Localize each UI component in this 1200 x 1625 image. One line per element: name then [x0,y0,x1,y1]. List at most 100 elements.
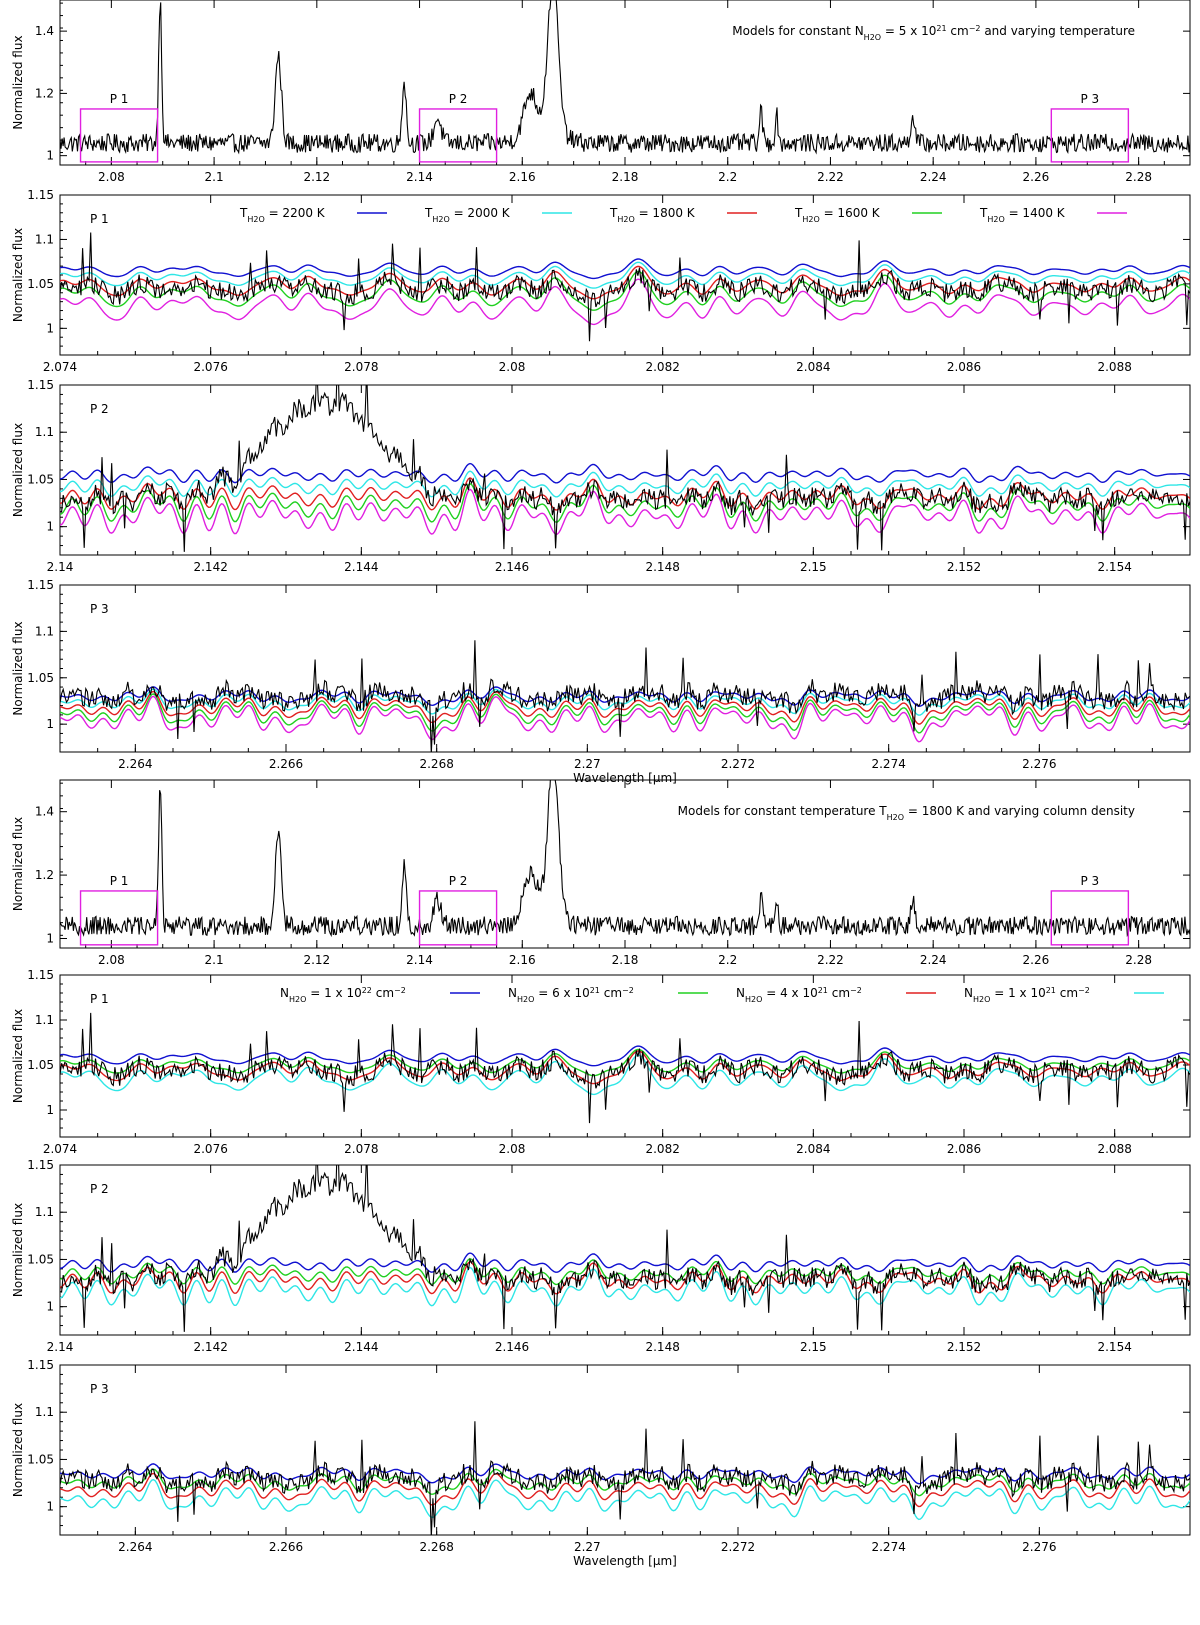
model-series-3 [60,693,1190,734]
x-tick-label: 2.274 [871,757,905,771]
model-series-2 [60,690,1190,725]
region-box [1050,890,1130,946]
y-tick-label: 1.05 [27,1058,54,1072]
x-tick-label: 2.266 [269,1540,303,1554]
legend-label-part: H2O [973,995,990,1004]
model-series-0 [60,686,1190,708]
y-tick-label: 1.15 [27,188,54,202]
model-series-2 [60,1260,1190,1295]
legend-label-part: H2O [247,215,264,224]
x-tick-label: 2.276 [1022,1540,1056,1554]
x-axis-label: Wavelength [μm] [573,1554,677,1568]
x-tick-label: 2.27 [574,757,601,771]
observed-spectrum [60,640,1190,752]
region-label: P 1 [110,92,129,106]
legend-label-part: T [609,206,618,220]
y-axis-label: Normalized flux [11,228,25,322]
x-tick-label: 2.28 [1125,953,1152,967]
legend-label: TH2O = 1400 K [979,206,1066,224]
x-tick-label: 2.22 [817,170,844,184]
y-tick-label: 1.1 [35,425,54,439]
plot-area [60,232,1190,342]
region-label: P 3 [1080,92,1099,106]
legend-label-part: 21 [818,986,828,995]
legend-label-part: N [280,986,289,1000]
model-series-3 [60,1054,1190,1096]
chart-annotation-part: H2O [887,813,904,822]
x-tick-label: 2.14 [47,560,74,574]
region-label: P 2 [449,92,468,106]
x-tick-label: 2.16 [509,953,536,967]
legend-label-part: −2 [622,986,634,995]
y-tick-label: 1.1 [35,624,54,638]
x-tick-label: 2.148 [645,1340,679,1354]
y-tick-label: 1.1 [35,1013,54,1027]
chart-annotation-part: Models for constant temperature T [678,804,888,818]
panel-label: P 1 [90,992,109,1006]
x-tick-label: 2.18 [612,170,639,184]
x-tick-label: 2.1 [205,170,224,184]
legend-label-part: N [736,986,745,1000]
legend-label-part: cm [1056,986,1078,1000]
legend-label-part: H2O [289,995,306,1004]
x-tick-label: 2.14 [406,953,433,967]
x-tick-label: 2.14 [406,170,433,184]
y-tick-label: 1.05 [27,1452,54,1466]
x-tick-label: 2.142 [193,1340,227,1354]
x-tick-label: 2.264 [118,1540,152,1554]
legend-label: NH2O = 4 x 1021 cm−2 [736,986,862,1004]
panel-dens-p2: 1 1.05 1.1 1.15 Normalized flux 2.14 2.142 2.14… [11,1158,1191,1354]
legend-label: TH2O = 1600 K [794,206,881,224]
x-tick-label: 2.1 [205,953,224,967]
observed-spectrum [60,232,1190,342]
x-tick-label: 2.266 [269,757,303,771]
panel-label: P 2 [90,1182,109,1196]
x-tick-label: 2.144 [344,560,378,574]
legend-label-part: = 1800 K [635,206,696,220]
x-tick-label: 2.2 [718,953,737,967]
model-series-0 [60,1045,1190,1067]
x-tick-label: 2.14 [47,1340,74,1354]
panel-label: P 2 [90,402,109,416]
legend-label-part: H2O [802,215,819,224]
x-tick-label: 2.078 [344,1142,378,1156]
x-tick-label: 2.15 [800,560,827,574]
chart-annotation-part: and varying temperature [981,24,1136,38]
legend-label-part: = 1 x 10 [306,986,361,1000]
model-series-3 [60,270,1190,311]
legend-label-part: T [239,206,248,220]
region-label: P 2 [449,874,468,888]
x-tick-label: 2.268 [419,757,453,771]
model-series-4 [60,488,1190,535]
x-tick-label: 2.074 [43,1142,77,1156]
plot-area [60,1421,1190,1535]
legend-label-part: T [979,206,988,220]
y-tick-label: 1.05 [27,277,54,291]
plot-frame [59,384,1191,556]
panel-label: P 3 [90,1382,109,1396]
x-tick-label: 2.154 [1097,560,1131,574]
x-tick-label: 2.084 [796,360,830,374]
y-axis-label: Normalized flux [11,1009,25,1103]
x-tick-label: 2.12 [303,170,330,184]
y-axis-label: Normalized flux [11,35,25,129]
y-tick-label: 1.4 [35,805,54,819]
x-tick-label: 2.264 [118,757,152,771]
legend-label: NH2O = 1 x 1022 cm−2 [280,986,406,1004]
y-axis-label: Normalized flux [11,1203,25,1297]
legend-label-part: H2O [745,995,762,1004]
y-axis-label: Normalized flux [11,817,25,911]
y-tick-label: 1.05 [27,671,54,685]
region-label: P 3 [1080,874,1099,888]
chart-annotation-part: H2O [864,33,881,42]
x-tick-label: 2.28 [1125,170,1152,184]
panels-group: 1 1.2 1.4 Normalized flux 2.08 2.1 2.12 2.14 2.1… [11,0,1191,1568]
model-series-0 [60,462,1190,484]
x-tick-label: 2.144 [344,1340,378,1354]
chart-annotation-part: = 1800 K and varying column density [904,804,1135,818]
legend-label-part: = 2000 K [450,206,511,220]
panel-temp-p2: 1 1.05 1.1 1.15 Normalized flux 2.14 2.142 2.14… [11,378,1191,574]
observed-spectrum [60,1012,1190,1124]
x-tick-label: 2.272 [721,757,755,771]
legend-label-part: = 4 x 10 [762,986,817,1000]
